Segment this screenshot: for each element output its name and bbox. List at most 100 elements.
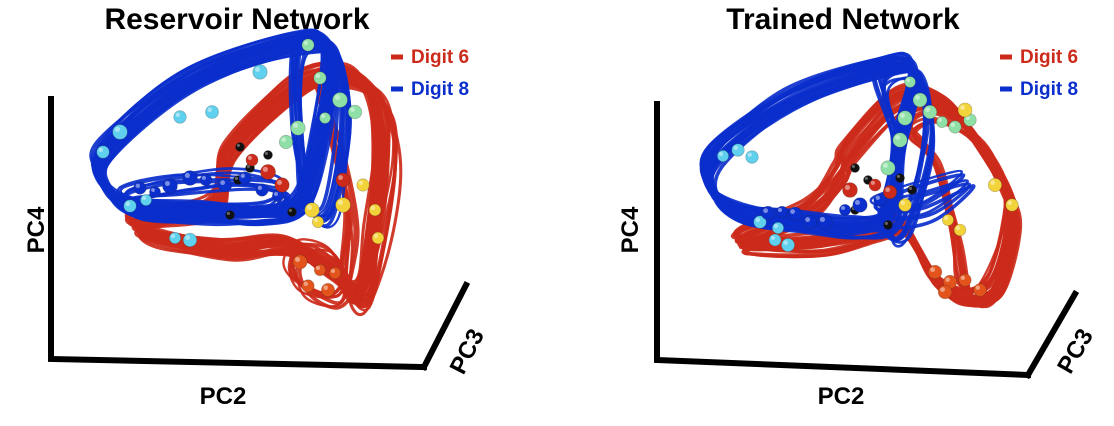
state-marker (123, 199, 137, 213)
state-marker-highlight (281, 137, 287, 143)
state-marker (922, 104, 938, 120)
state-marker (335, 172, 351, 188)
state-marker (255, 183, 269, 197)
legend-label-digit-6: Digit 6 (1020, 47, 1078, 68)
state-marker-highlight (885, 187, 891, 193)
state-marker-highlight (151, 188, 155, 192)
state-marker (313, 71, 327, 85)
panel-reservoir-network: Reservoir Network PC4 PC2 PC3 Digit 6 Di… (23, 3, 490, 410)
state-marker-highlight (164, 180, 171, 187)
state-marker (96, 145, 110, 159)
state-marker (301, 279, 315, 293)
state-marker (162, 178, 178, 194)
state-marker (760, 205, 776, 221)
legend: Digit 6 Digit 8 (1000, 47, 1078, 100)
state-marker-highlight (114, 126, 121, 133)
state-marker (892, 132, 908, 148)
state-marker-highlight (819, 216, 826, 223)
state-marker (292, 254, 308, 270)
state-marker (775, 205, 789, 219)
state-marker-highlight (900, 200, 905, 205)
state-marker-highlight (733, 145, 738, 150)
state-marker-highlight (125, 201, 130, 206)
state-marker (313, 263, 327, 277)
state-marker-highlight (350, 107, 356, 113)
state-marker-highlight (226, 211, 231, 216)
state-marker (937, 284, 953, 300)
state-marker-highlight (915, 95, 920, 100)
state-marker-highlight (240, 173, 246, 179)
state-marker (958, 273, 972, 287)
state-marker (880, 160, 896, 176)
state-marker-highlight (854, 199, 860, 205)
state-marker-highlight (906, 78, 910, 82)
axis-pc3 (1023, 289, 1080, 380)
state-marker (274, 177, 290, 193)
state-marker (287, 207, 297, 217)
state-marker (347, 104, 363, 120)
state-marker (304, 202, 320, 218)
state-marker (112, 124, 128, 140)
state-marker-highlight (201, 175, 207, 181)
state-marker-highlight (292, 122, 298, 128)
state-marker-highlight (207, 107, 213, 113)
panel-title: Reservoir Network (104, 3, 369, 36)
state-marker-highlight (851, 164, 856, 169)
axis-label-y: PC4 (617, 206, 644, 253)
state-marker-highlight (246, 164, 251, 169)
state-marker-highlight (135, 183, 141, 189)
state-marker (987, 177, 1003, 193)
state-marker-highlight (303, 281, 309, 287)
state-marker (787, 206, 803, 222)
state-marker-highlight (944, 216, 949, 221)
state-marker-highlight (303, 40, 308, 45)
state-marker (771, 221, 785, 235)
state-marker (912, 92, 928, 108)
state-marker (895, 173, 905, 183)
axis-label-z: PC3 (1052, 324, 1099, 378)
state-marker-highlight (234, 176, 239, 181)
state-marker (238, 171, 252, 185)
state-marker-highlight (864, 176, 869, 181)
trajectory-layer (89, 28, 403, 317)
state-marker-highlight (236, 143, 241, 148)
state-marker-highlight (719, 152, 724, 157)
state-marker-highlight (184, 172, 191, 179)
state-marker-highlight (247, 155, 253, 161)
state-marker (260, 164, 276, 180)
state-marker-highlight (899, 112, 905, 118)
state-marker (278, 134, 294, 150)
axis-label-x: PC2 (818, 383, 865, 410)
state-marker-highlight (370, 205, 376, 211)
state-marker-highlight (358, 180, 364, 186)
state-marker (217, 177, 233, 193)
state-marker-highlight (940, 287, 946, 293)
state-marker (781, 237, 796, 252)
state-marker-highlight (257, 185, 263, 191)
state-marker-highlight (945, 277, 950, 282)
trajectory-line (323, 85, 403, 317)
state-marker-highlight (774, 224, 779, 229)
state-marker (139, 193, 152, 206)
state-marker-highlight (262, 166, 268, 172)
state-marker (319, 112, 331, 124)
state-marker-highlight (870, 180, 876, 186)
state-marker (957, 102, 973, 118)
state-marker (936, 116, 949, 129)
state-marker-highlight (175, 112, 181, 118)
state-marker (817, 214, 833, 230)
state-marker (235, 142, 245, 152)
state-marker-highlight (950, 122, 956, 128)
state-marker-highlight (763, 208, 769, 214)
state-marker-highlight (960, 105, 965, 110)
state-marker-layer (96, 38, 385, 297)
trajectory-line (125, 187, 291, 222)
state-marker-highlight (316, 266, 321, 271)
state-marker (883, 220, 893, 230)
state-marker-highlight (273, 191, 278, 196)
state-marker (133, 181, 147, 195)
state-marker (973, 283, 987, 297)
state-marker-highlight (276, 179, 282, 185)
state-marker (802, 214, 818, 230)
trajectory-line (882, 184, 976, 230)
